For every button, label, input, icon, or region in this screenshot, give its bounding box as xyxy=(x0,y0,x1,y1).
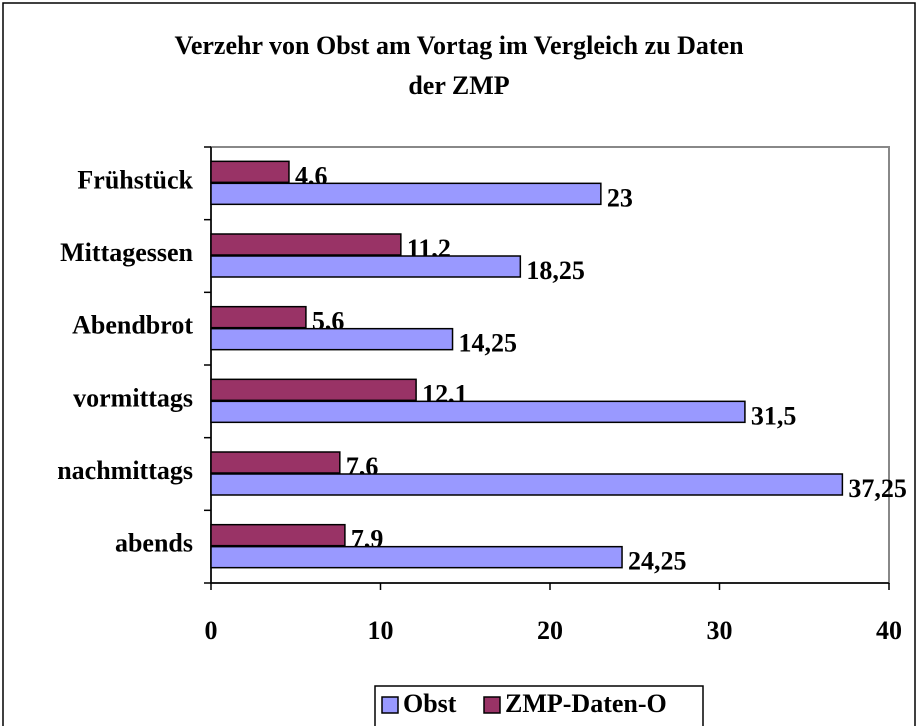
legend-swatch xyxy=(381,696,399,714)
value-label: 24,25 xyxy=(628,547,687,576)
bar xyxy=(210,305,307,329)
x-tick-label: 30 xyxy=(707,616,733,645)
value-label: 18,25 xyxy=(526,256,585,285)
x-tick-label: 0 xyxy=(205,616,218,645)
x-tick-label: 10 xyxy=(368,616,394,645)
title-line: der ZMP xyxy=(408,71,509,100)
bar xyxy=(210,255,522,278)
bar xyxy=(210,523,346,547)
chart-title: Verzehr von Obst am Vortag im Vergleich … xyxy=(174,31,744,100)
x-tick-label: 20 xyxy=(537,616,563,645)
bar xyxy=(210,473,844,496)
bar xyxy=(210,182,602,206)
value-label: 14,25 xyxy=(459,329,517,358)
bar xyxy=(210,545,623,569)
bar xyxy=(210,233,402,256)
bar xyxy=(210,451,341,474)
bar xyxy=(210,378,417,402)
legend xyxy=(374,685,704,726)
title-line: Verzehr von Obst am Vortag im Vergleich … xyxy=(174,31,744,60)
value-label: 31,5 xyxy=(751,401,797,430)
legend-swatch xyxy=(483,696,501,714)
bar xyxy=(210,400,746,424)
y-tick-label: Abendbrot xyxy=(72,311,193,340)
legend-label: ZMP-Daten-O xyxy=(505,689,667,718)
y-tick-label: nachmittags xyxy=(57,456,193,485)
value-label: 37,25 xyxy=(848,474,907,503)
x-tick-label: 40 xyxy=(876,616,902,645)
legend-label: Obst xyxy=(403,689,457,718)
y-tick-label: abends xyxy=(115,529,193,558)
value-label: 23 xyxy=(607,183,633,212)
y-tick-label: Frühstück xyxy=(77,165,193,194)
y-tick-label: vormittags xyxy=(73,383,193,412)
bar xyxy=(210,160,290,184)
bar xyxy=(210,327,454,351)
y-tick-label: Mittagessen xyxy=(60,238,193,267)
